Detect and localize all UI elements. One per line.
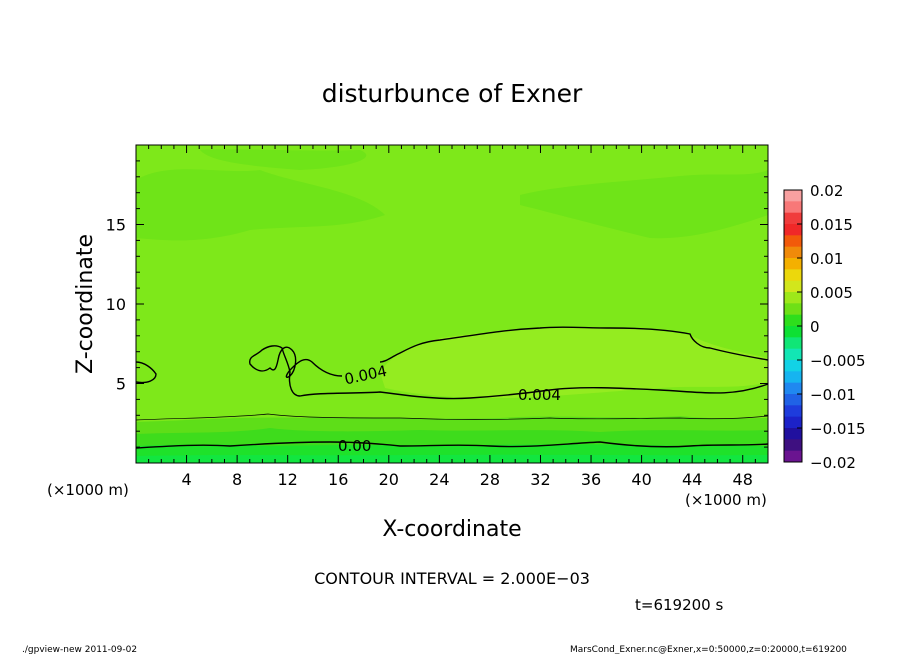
contour-line-lower [135, 441, 769, 449]
colorbar-swatch [784, 326, 802, 338]
colorbar-swatch [784, 371, 802, 384]
footer-right: MarsCond_Exner.nc@Exner,x=0:50000,z=0:20… [570, 645, 847, 654]
x-axis-unit-right: (×1000 m) [685, 491, 767, 509]
colorbar-label: 0.01 [810, 250, 843, 268]
colorbar-swatch [784, 280, 802, 293]
contour-label: 0.00 [338, 437, 371, 455]
x-tick-label: 8 [232, 470, 242, 489]
contour-lines-thin [135, 413, 769, 421]
y-axis-label: Z-coordinate [73, 234, 98, 374]
colorbar-swatch [784, 303, 802, 316]
colorbar-label: −0.02 [810, 454, 856, 472]
contour-line-upper [379, 326, 769, 363]
field-band-4 [136, 454, 768, 463]
colorbar-label: −0.005 [810, 352, 866, 370]
x-tick-label: 48 [733, 470, 753, 489]
y-tick-label: 15 [106, 216, 126, 235]
colorbar-swatch [784, 201, 802, 214]
field-patch-dark [520, 170, 768, 239]
colorbar-swatch [784, 416, 802, 429]
colorbar-swatch [784, 439, 802, 452]
x-tick-label: 40 [631, 470, 651, 489]
field-patch-dark [136, 169, 385, 241]
colorbar-swatch [784, 292, 802, 304]
colorbar-swatch [784, 258, 802, 270]
y-axis-ticks: 5 10 15 [106, 144, 768, 464]
colorbar-label: 0.02 [810, 182, 843, 200]
plot-area: 0.004 0.004 0.00 [135, 144, 769, 464]
x-tick-label: 4 [181, 470, 191, 489]
field-patch-light [380, 327, 768, 398]
x-axis-unit-left: (×1000 m) [47, 481, 129, 499]
y-tick-label: 10 [106, 295, 126, 314]
x-tick-label: 32 [530, 470, 550, 489]
contour-lines [135, 326, 769, 449]
colorbar-swatch [784, 428, 802, 440]
colorbar-swatch [784, 337, 802, 350]
x-tick-label: 44 [682, 470, 702, 489]
y-tick-label: 5 [116, 375, 126, 394]
x-axis-label: X-coordinate [382, 517, 521, 542]
x-tick-label: 20 [379, 470, 399, 489]
x-tick-label: 36 [581, 470, 601, 489]
x-axis-ticks: 4 8 12 16 20 24 28 32 36 40 44 48 [135, 145, 769, 489]
colorbar-label: −0.01 [810, 386, 856, 404]
colorbar-swatch [784, 224, 802, 236]
colorbar-swatch [784, 246, 802, 259]
field-patch-dark [200, 149, 367, 170]
contour-line-upper [248, 345, 769, 400]
colorbar-swatch [784, 360, 802, 372]
x-tick-label: 16 [328, 470, 348, 489]
colorbar-swatch [784, 348, 802, 361]
contour-line-left [135, 361, 157, 384]
colorbar-label: 0.005 [810, 284, 853, 302]
colorbar-swatch [784, 382, 802, 395]
x-tick-label: 12 [278, 470, 298, 489]
footer-left: ./gpview-new 2011-09-02 [22, 645, 137, 654]
chart-title: disturbunce of Exner [322, 79, 583, 108]
colorbar-swatch [784, 450, 802, 463]
x-tick-label: 24 [429, 470, 449, 489]
contour-interval-text: CONTOUR INTERVAL = 2.000E−03 [314, 569, 590, 588]
colorbar-swatch [784, 269, 802, 282]
colorbar-swatch [784, 405, 802, 418]
colorbar-label: 0 [810, 318, 820, 336]
contour-label: 0.004 [518, 386, 561, 404]
contour-line-thin [135, 413, 769, 421]
colorbar-swatch [784, 314, 802, 327]
colorbar-swatch [784, 190, 802, 202]
x-tick-label: 28 [480, 470, 500, 489]
colorbar-swatch [784, 394, 802, 406]
colorbar-swatch [784, 235, 802, 248]
time-text: t=619200 s [635, 596, 723, 614]
colorbar-label: 0.015 [810, 216, 853, 234]
colorbar: 0.02 0.015 0.01 0.005 0 −0.005 −0.01 −0.015 −0.0… [783, 182, 866, 472]
colorbar-label: −0.015 [810, 420, 866, 438]
colorbar-swatch [784, 212, 802, 225]
